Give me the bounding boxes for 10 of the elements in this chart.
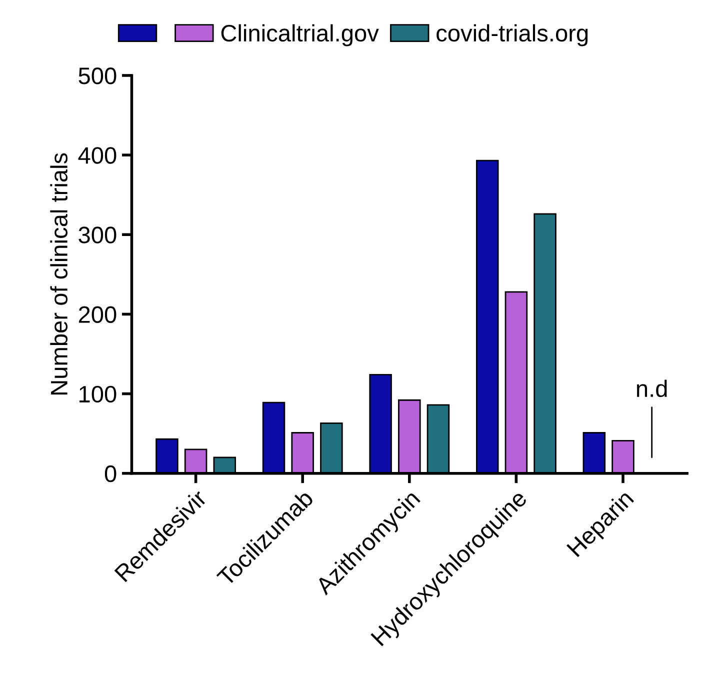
legend-label: covid-trials.org xyxy=(436,24,588,46)
y-tick-label: 0 xyxy=(104,465,116,482)
annotation: n.d xyxy=(636,380,667,398)
y-tick-label: 500 xyxy=(78,68,116,84)
y-axis-title: Number of clinical trials xyxy=(50,153,68,394)
y-tick-label: 300 xyxy=(78,226,116,244)
y-tick-label: 400 xyxy=(78,147,116,164)
y-tick-label: 200 xyxy=(78,306,116,323)
legend-label: Clinicaltrial.gov xyxy=(221,24,379,46)
y-tick-label: 100 xyxy=(80,386,116,403)
